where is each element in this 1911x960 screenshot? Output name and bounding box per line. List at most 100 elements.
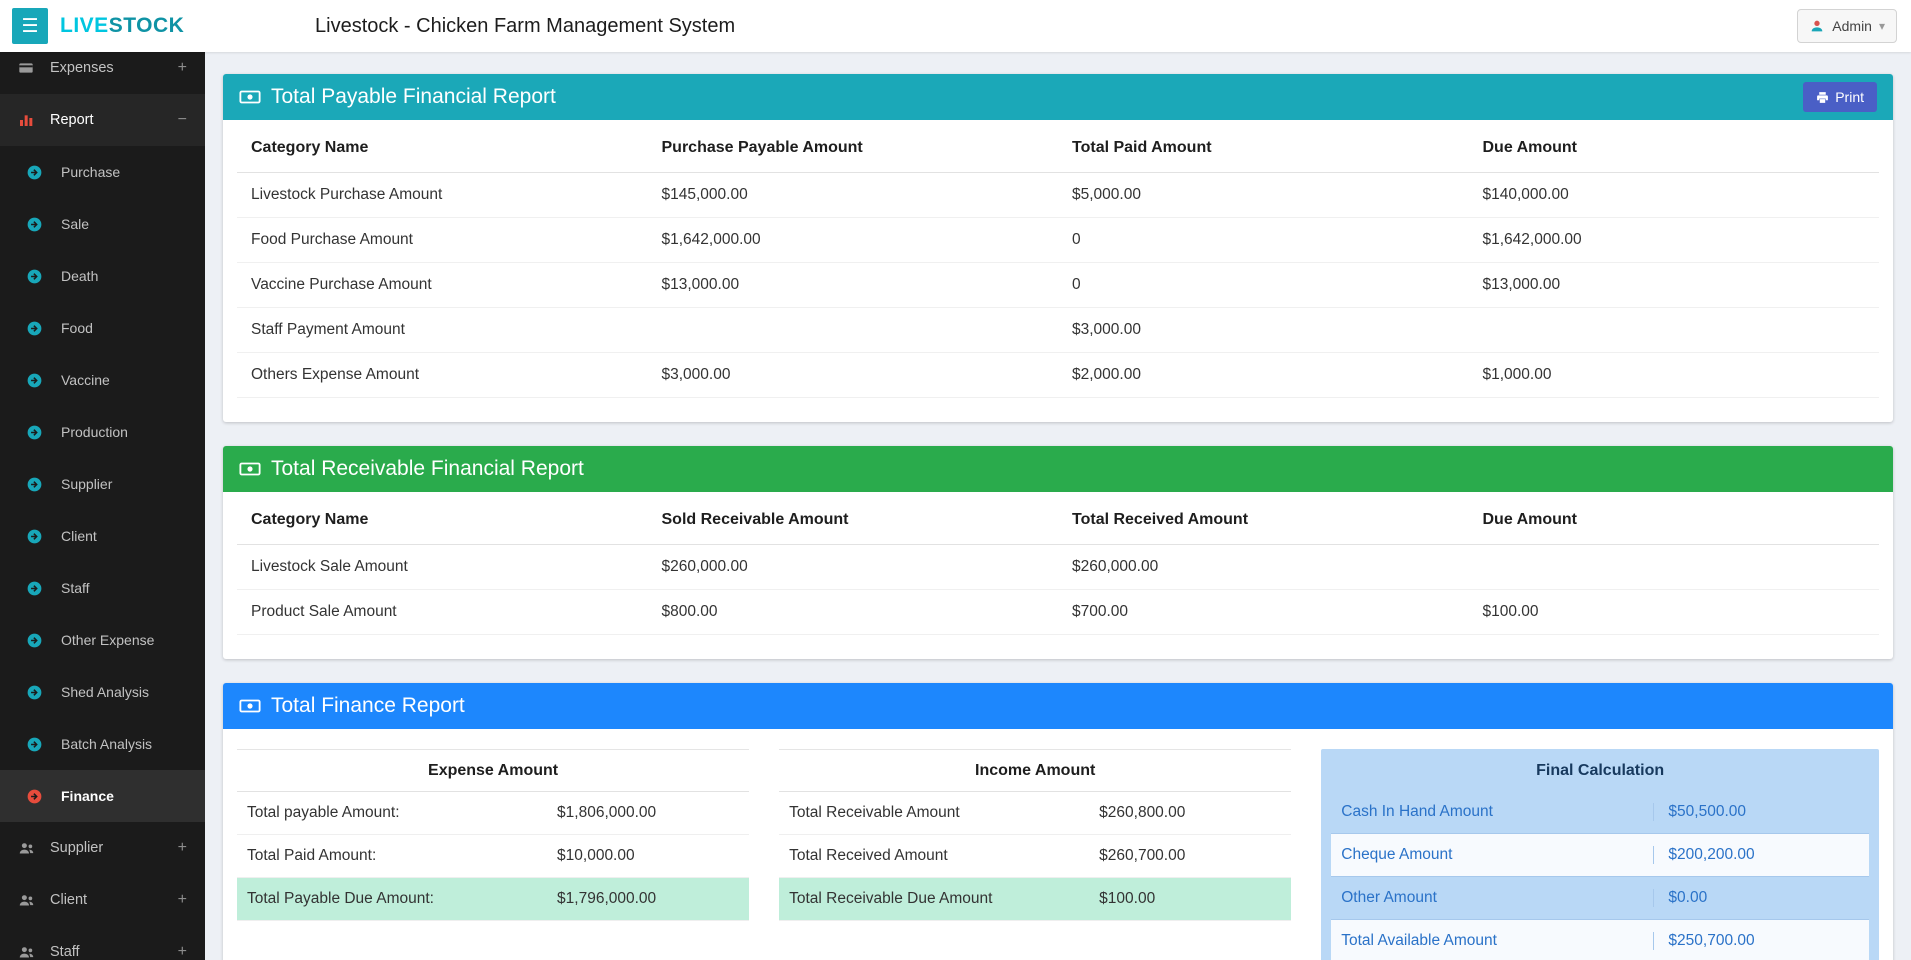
expand-icon: + (177, 943, 187, 960)
payable-report-panel: Total Payable Financial Report Print Cat… (223, 74, 1893, 422)
income-summary-title: Income Amount (779, 750, 1292, 792)
sidebar-item-food[interactable]: Food (0, 302, 205, 354)
arrow-circle-right-icon (27, 477, 51, 492)
receivable-panel-body: Category Name Sold Receivable Amount Tot… (223, 492, 1893, 659)
table-row: Others Expense Amount $3,000.00 $2,000.0… (237, 352, 1879, 398)
summary-value: $260,700.00 (1099, 847, 1186, 864)
sidebar-item-label: Vaccine (61, 372, 110, 388)
finance-panel-body: Expense Amount Total payable Amount: $1,… (223, 729, 1893, 960)
sidebar-item-vaccine[interactable]: Vaccine (0, 354, 205, 406)
sidebar-item-client-report[interactable]: Client (0, 510, 205, 562)
sidebar-item-shed-analysis[interactable]: Shed Analysis (0, 666, 205, 718)
sidebar-item-finance[interactable]: Finance (0, 770, 205, 822)
expand-icon: + (177, 839, 187, 856)
cell-payable (647, 307, 1058, 353)
final-calc-value: $50,500.00 (1653, 803, 1845, 821)
users-icon (18, 944, 42, 960)
user-label: Admin (1832, 18, 1872, 34)
sidebar-item-expenses[interactable]: Expenses + (0, 52, 205, 94)
arrow-circle-right-icon (27, 425, 51, 440)
final-calc-label: Cash In Hand Amount (1341, 803, 1493, 820)
final-calc-row: Cheque Amount $200,200.00 (1331, 834, 1869, 877)
summary-row-highlighted: Total Receivable Due Amount $100.00 (779, 878, 1292, 921)
arrow-circle-right-icon (27, 165, 51, 180)
final-calculation-title: Final Calculation (1536, 762, 1665, 779)
sidebar-item-label: Death (61, 268, 99, 284)
cell-payable: $3,000.00 (647, 352, 1058, 398)
final-calc-label: Total Available Amount (1341, 932, 1497, 949)
arrow-circle-right-icon (27, 529, 51, 544)
column-header-received: Total Received Amount (1058, 496, 1469, 545)
sidebar-item-label: Staff (61, 580, 90, 596)
table-row: Product Sale Amount $800.00 $700.00 $100… (237, 589, 1879, 635)
sidebar-item-report[interactable]: Report − (0, 94, 205, 146)
sidebar-item-supplier[interactable]: Supplier + (0, 822, 205, 874)
caret-down-icon: ▾ (1878, 19, 1885, 33)
summary-label: Total Receivable Due Amount (789, 890, 993, 907)
cell-paid: $5,000.00 (1058, 172, 1469, 218)
receivable-table: Category Name Sold Receivable Amount Tot… (237, 496, 1879, 635)
sidebar-item-staff[interactable]: Staff + (0, 926, 205, 960)
final-calc-row: Total Available Amount $250,700.00 (1331, 920, 1869, 960)
sidebar-item-other-expense[interactable]: Other Expense (0, 614, 205, 666)
logo-text-secondary: STOCK (108, 14, 185, 37)
cell-paid: 0 (1058, 262, 1469, 308)
arrow-circle-right-icon (27, 321, 51, 336)
money-icon (239, 458, 261, 480)
hamburger-menu-button[interactable]: ☰ (12, 8, 48, 44)
table-row: Livestock Sale Amount $260,000.00 $260,0… (237, 544, 1879, 590)
sidebar-item-production[interactable]: Production (0, 406, 205, 458)
payable-panel-body: Category Name Purchase Payable Amount To… (223, 120, 1893, 422)
cell-due (1468, 307, 1879, 353)
admin-user-dropdown[interactable]: Admin ▾ (1797, 9, 1897, 43)
cell-paid: 0 (1058, 217, 1469, 263)
sidebar-item-label: Staff (50, 944, 80, 960)
summary-row: Total Received Amount $260,700.00 (779, 835, 1292, 878)
panel-title: Total Payable Financial Report (271, 85, 556, 108)
cell-category: Livestock Sale Amount (237, 544, 648, 590)
summary-row: Total Paid Amount: $10,000.00 (237, 835, 750, 878)
final-calc-label: Cheque Amount (1341, 846, 1453, 863)
printer-icon (1816, 91, 1829, 104)
summary-value: $1,796,000.00 (557, 890, 657, 907)
sidebar-item-label: Purchase (61, 164, 121, 180)
users-icon (18, 892, 42, 909)
cell-paid: $3,000.00 (1058, 307, 1469, 353)
brand: ☰ LIVESTOCK (0, 8, 205, 44)
hamburger-icon: ☰ (21, 15, 39, 37)
print-button[interactable]: Print (1803, 82, 1877, 112)
expand-icon: + (177, 59, 187, 76)
income-summary-table: Income Amount Total Receivable Amount $2… (779, 749, 1292, 921)
sidebar-item-sale[interactable]: Sale (0, 198, 205, 250)
expense-summary-title: Expense Amount (237, 750, 750, 792)
summary-row: Total payable Amount: $1,806,000.00 (237, 792, 750, 835)
sidebar: Expenses + Report − Purchase Sale Deat (0, 52, 205, 960)
cell-payable: $145,000.00 (647, 172, 1058, 218)
table-row: Staff Payment Amount $3,000.00 (237, 307, 1879, 353)
sidebar-item-staff-report[interactable]: Staff (0, 562, 205, 614)
panel-title: Total Receivable Financial Report (271, 457, 584, 480)
table-header-row: Category Name Purchase Payable Amount To… (237, 124, 1879, 173)
cell-payable: $1,642,000.00 (647, 217, 1058, 263)
sidebar-item-batch-analysis[interactable]: Batch Analysis (0, 718, 205, 770)
sidebar-item-label: Food (61, 320, 93, 336)
cell-category: Product Sale Amount (237, 589, 648, 635)
final-calculation-panel: Final Calculation Cash In Hand Amount $5… (1321, 749, 1879, 960)
sidebar-item-label: Finance (61, 788, 114, 804)
cell-category: Staff Payment Amount (237, 307, 648, 353)
receivable-report-panel: Total Receivable Financial Report Catego… (223, 446, 1893, 659)
summary-value: $10,000.00 (557, 847, 635, 864)
app-logo[interactable]: LIVESTOCK (60, 14, 184, 38)
cell-payable: $13,000.00 (647, 262, 1058, 308)
sidebar-item-label: Client (61, 528, 97, 544)
finance-report-panel: Total Finance Report Expense Amount Tota… (223, 683, 1893, 960)
arrow-circle-right-icon (27, 789, 51, 804)
cell-sold: $260,000.00 (647, 544, 1058, 590)
sidebar-item-client[interactable]: Client + (0, 874, 205, 926)
sidebar-item-purchase[interactable]: Purchase (0, 146, 205, 198)
table-header-row: Category Name Sold Receivable Amount Tot… (237, 496, 1879, 545)
sidebar-item-label: Sale (61, 216, 90, 232)
sidebar-item-supplier-report[interactable]: Supplier (0, 458, 205, 510)
sidebar-item-death[interactable]: Death (0, 250, 205, 302)
column-header-sold: Sold Receivable Amount (647, 496, 1058, 545)
